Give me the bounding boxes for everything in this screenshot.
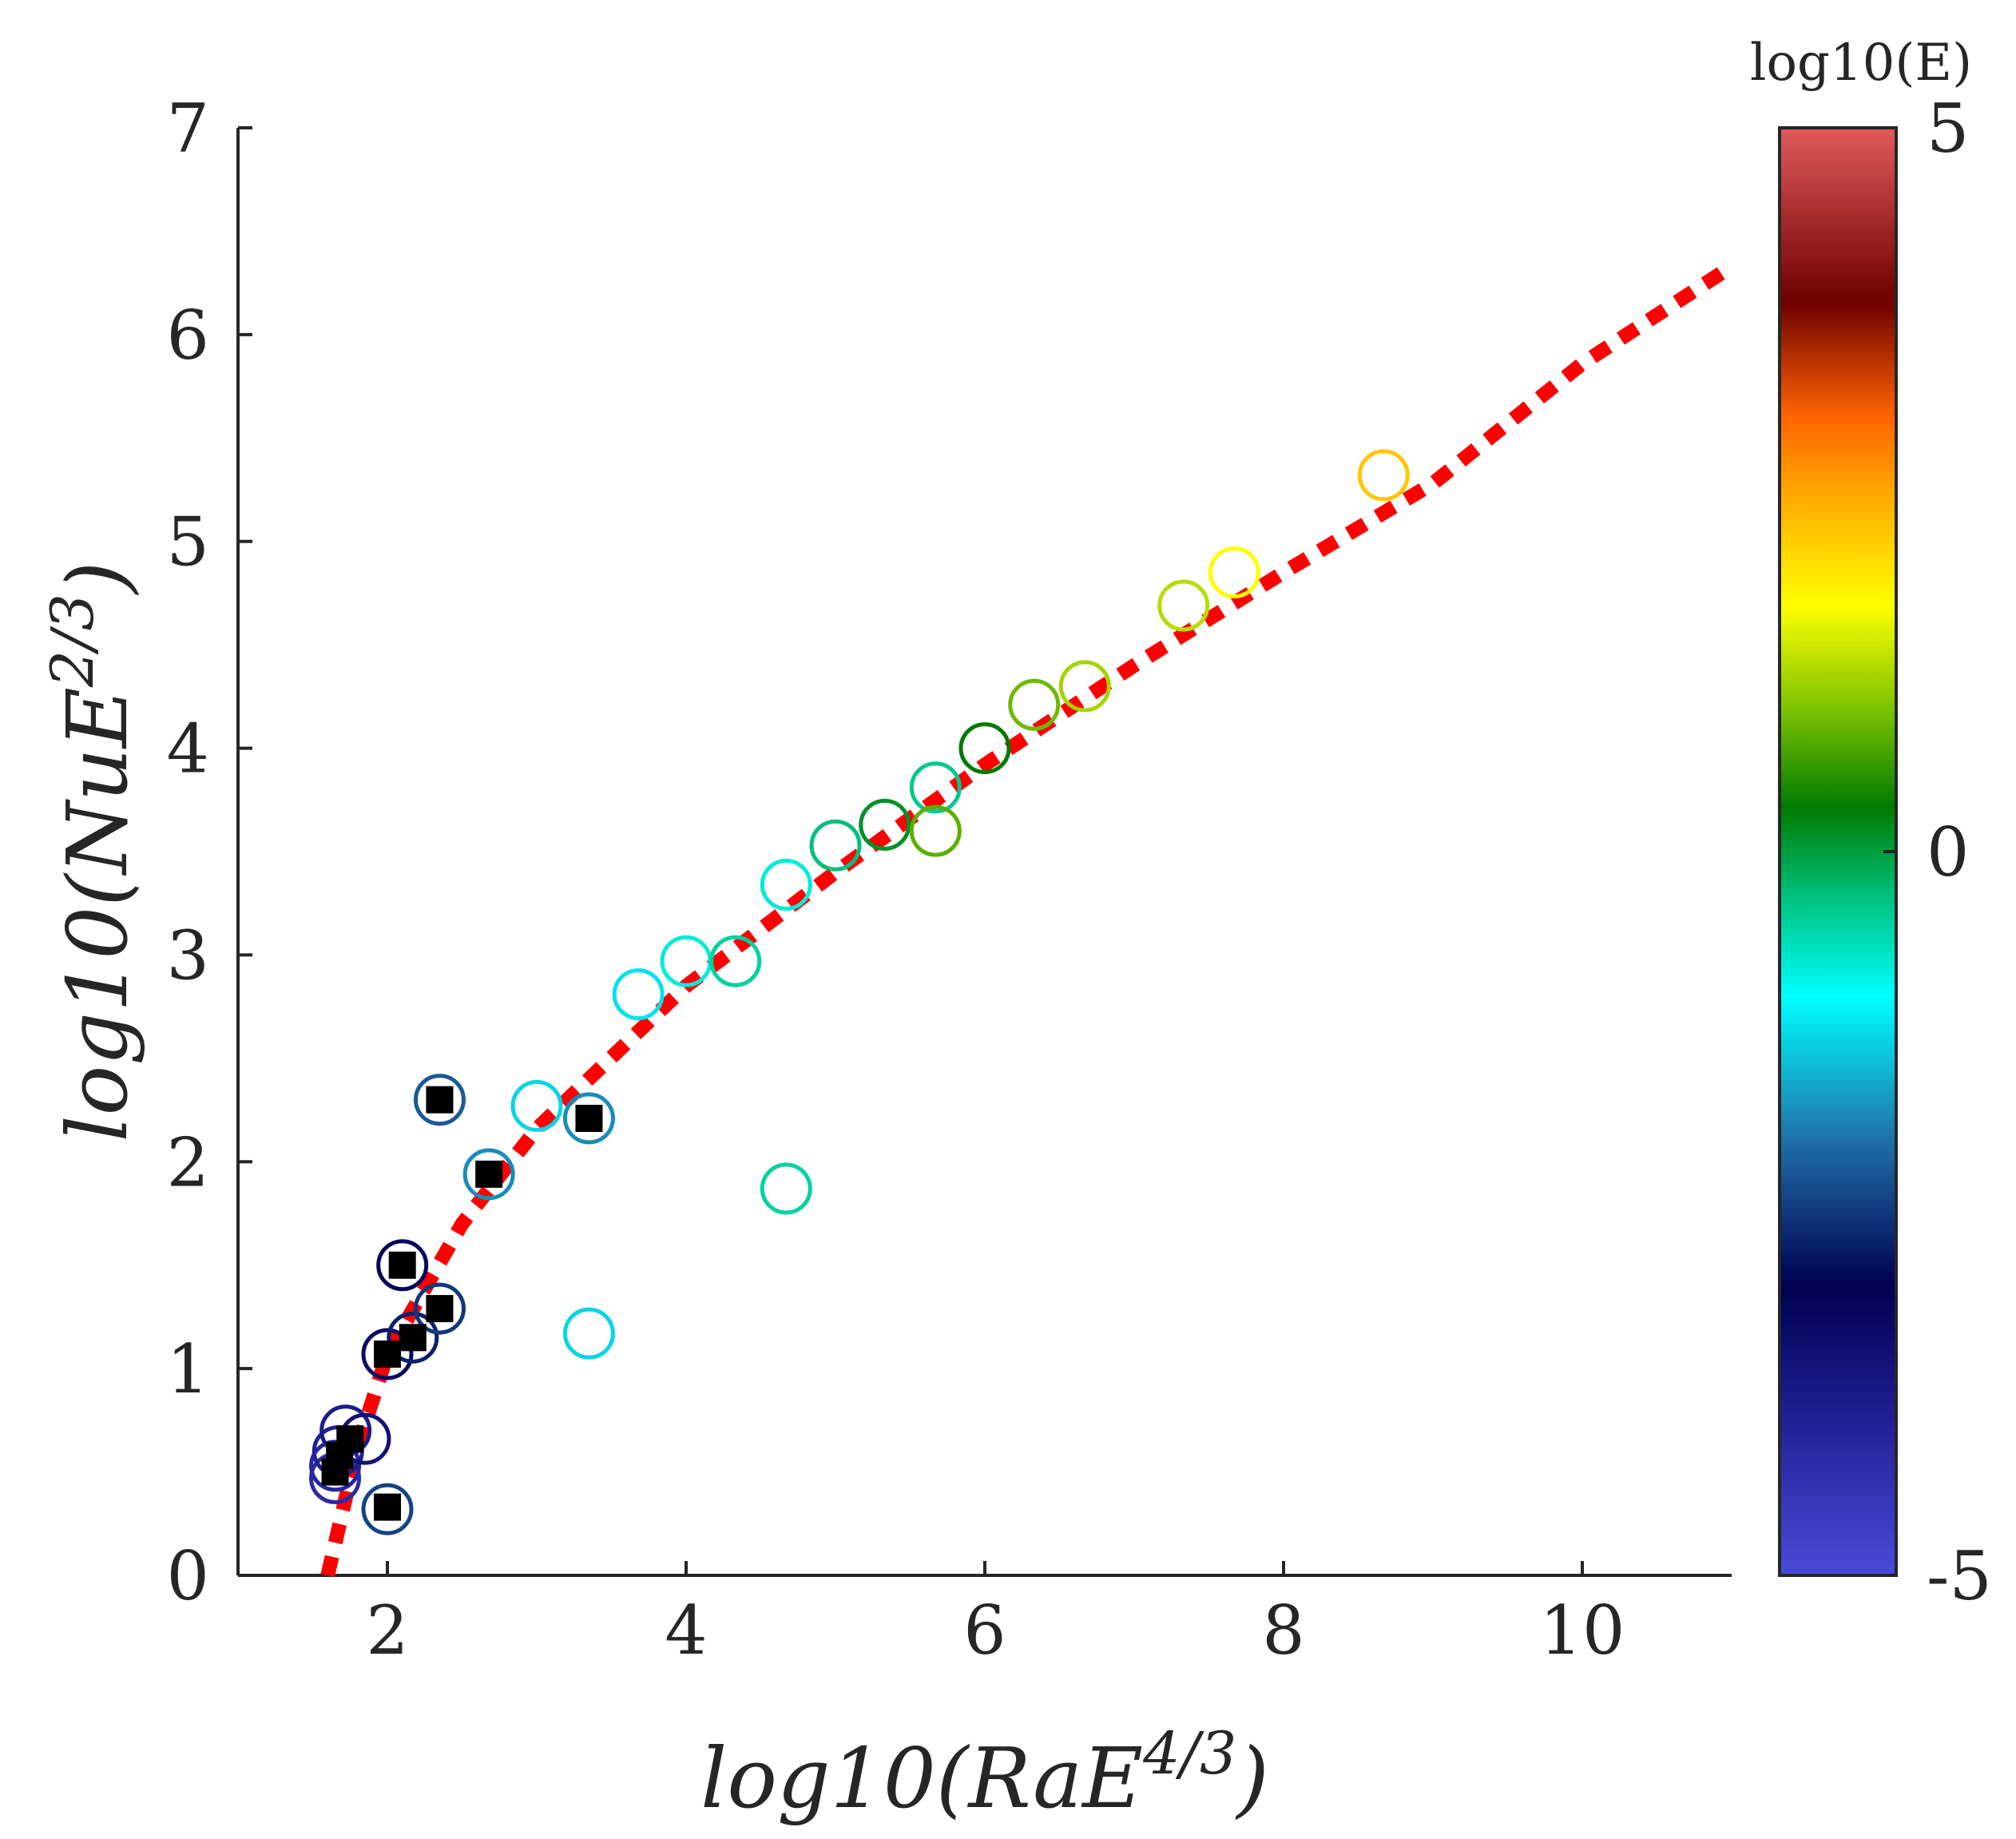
circle-marker bbox=[958, 722, 1011, 775]
colorbar-title: log10(E) bbox=[1750, 34, 1972, 93]
y-tick-label: 1 bbox=[167, 1330, 209, 1408]
y-axis-label: log10(NuE2/3) bbox=[39, 561, 147, 1142]
x-axis-label: log10(RaE4/3) bbox=[700, 1720, 1269, 1828]
circle-marker bbox=[909, 804, 962, 857]
x-tick-label: 6 bbox=[963, 1591, 1006, 1670]
square-marker bbox=[575, 1104, 603, 1132]
colorbar-tick-label: 5 bbox=[1927, 89, 1969, 168]
square-marker bbox=[336, 1425, 364, 1453]
square-marker bbox=[426, 1086, 454, 1114]
x-tick-label: 2 bbox=[366, 1591, 408, 1670]
colorbar: log10(E) 5 0 -5 bbox=[1750, 34, 1992, 1615]
circle-marker bbox=[413, 1074, 466, 1126]
circle-marker bbox=[361, 1483, 414, 1535]
square-marker bbox=[475, 1160, 503, 1188]
y-ticks: 0 1 2 3 4 5 6 7 bbox=[167, 89, 252, 1615]
y-tick-label: 4 bbox=[167, 710, 209, 788]
circle-marker bbox=[510, 1079, 563, 1132]
circle-marker bbox=[809, 819, 862, 872]
circle-marker bbox=[612, 968, 665, 1021]
square-marker bbox=[374, 1493, 401, 1521]
colorbar-tick-label: -5 bbox=[1927, 1537, 1992, 1615]
y-tick-label: 5 bbox=[167, 503, 209, 582]
y-tick-label: 2 bbox=[167, 1123, 209, 1202]
circle-marker bbox=[387, 1311, 439, 1364]
circle-marker bbox=[1208, 546, 1260, 599]
square-marker bbox=[374, 1341, 401, 1368]
square-marker bbox=[388, 1251, 416, 1279]
circle-marker bbox=[760, 1162, 812, 1215]
circle-marker bbox=[1157, 579, 1210, 632]
colorbar-gradient bbox=[1778, 126, 1898, 1577]
square-marker bbox=[426, 1295, 454, 1323]
y-tick-label: 3 bbox=[167, 916, 209, 995]
circle-markers bbox=[309, 449, 1410, 1535]
square-marker bbox=[399, 1324, 427, 1352]
y-tick-label: 0 bbox=[167, 1537, 209, 1615]
x-tick-label: 8 bbox=[1262, 1591, 1304, 1670]
circle-marker bbox=[376, 1239, 429, 1292]
circle-marker bbox=[859, 798, 911, 851]
x-tick-label: 4 bbox=[665, 1591, 707, 1670]
square-markers bbox=[321, 1086, 603, 1521]
circle-marker bbox=[1008, 678, 1061, 731]
circle-marker bbox=[1357, 449, 1410, 502]
circle-marker bbox=[462, 1148, 515, 1201]
fit-line bbox=[320, 260, 1736, 1578]
circle-marker bbox=[413, 1282, 466, 1335]
y-tick-label: 7 bbox=[167, 89, 209, 168]
axes-frame bbox=[236, 128, 1732, 1577]
x-tick-label: 10 bbox=[1540, 1591, 1625, 1670]
circle-marker bbox=[361, 1328, 414, 1380]
circle-marker bbox=[562, 1307, 615, 1360]
circle-marker bbox=[709, 935, 762, 987]
colorbar-ticks: 5 0 -5 bbox=[1883, 89, 1992, 1615]
y-tick-label: 6 bbox=[167, 296, 209, 375]
x-ticks: 2 4 6 8 10 bbox=[366, 1561, 1625, 1670]
circle-marker bbox=[909, 761, 962, 814]
circle-marker bbox=[760, 858, 812, 911]
fit-line-path bbox=[320, 260, 1736, 1578]
circle-marker bbox=[1058, 660, 1111, 713]
circle-marker bbox=[562, 1092, 615, 1145]
colorbar-tick-label: 0 bbox=[1927, 813, 1969, 892]
